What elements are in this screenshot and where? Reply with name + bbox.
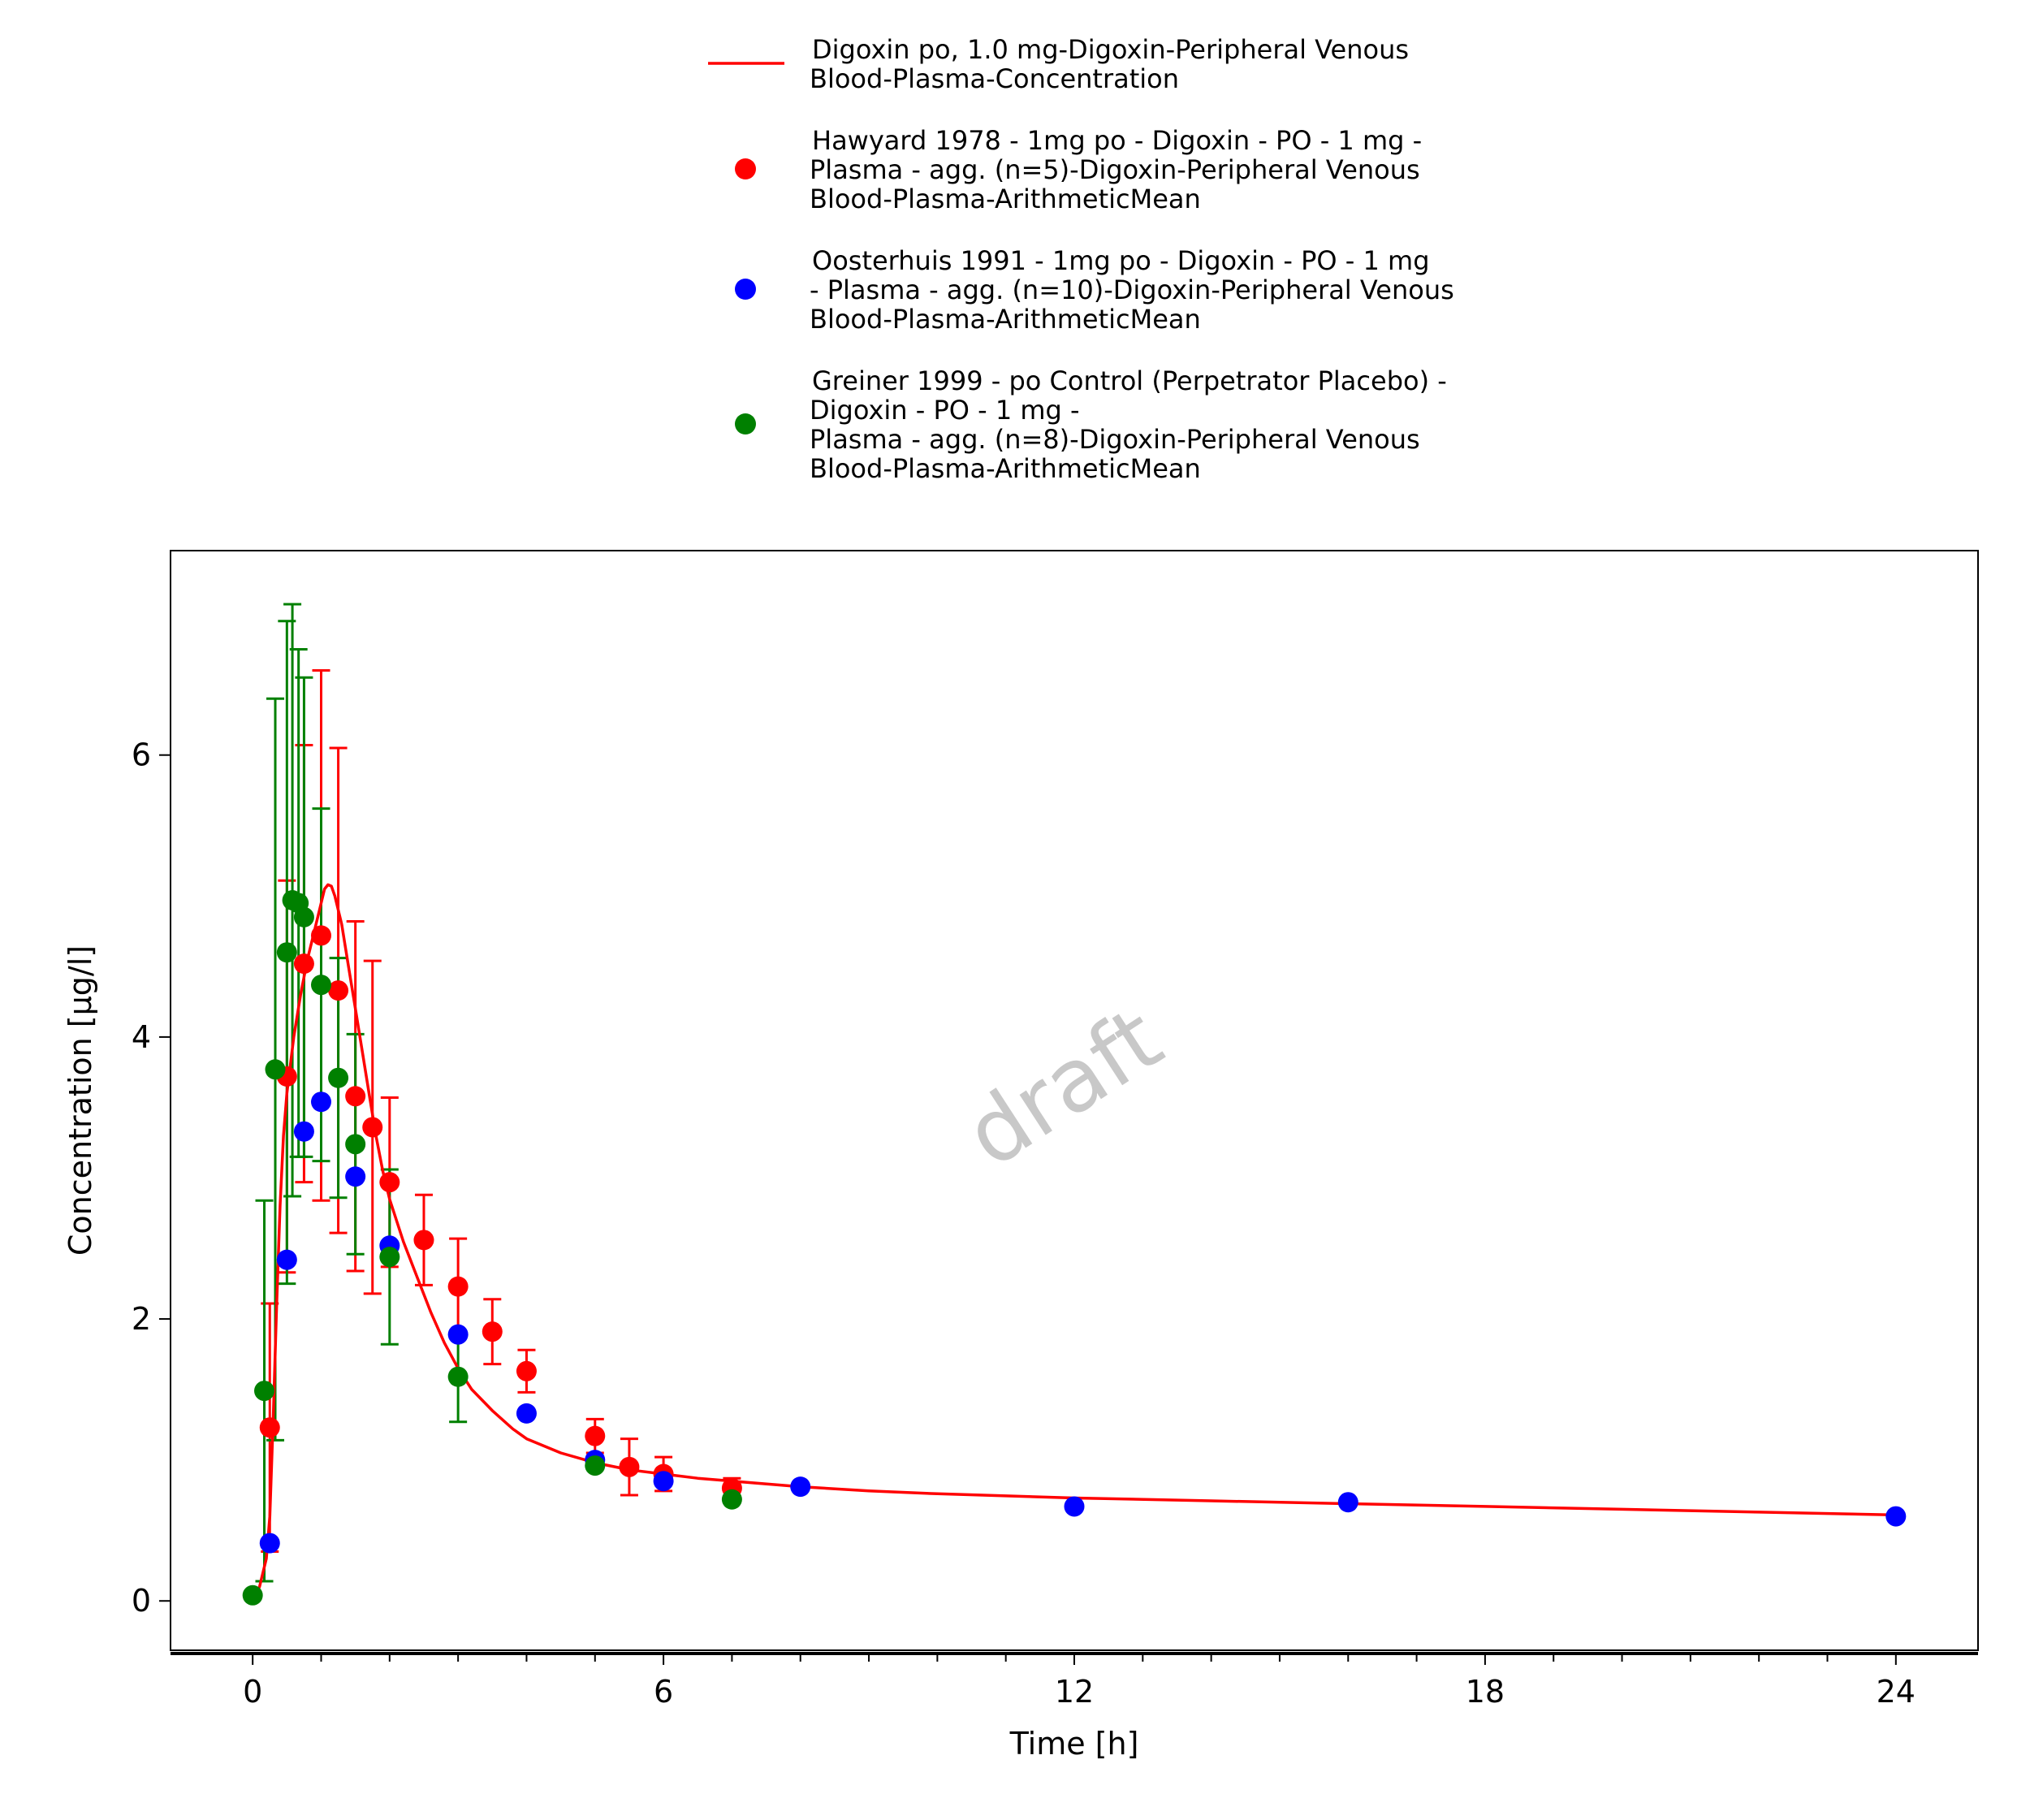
data-point — [259, 1417, 280, 1438]
data-point — [293, 1121, 314, 1142]
data-point — [311, 925, 331, 946]
legend-entry-text: Digoxin - PO - 1 mg - — [810, 395, 1080, 426]
legend-entry-text: Blood-Plasma-Concentration — [810, 63, 1179, 94]
y-tick-label: 2 — [132, 1301, 151, 1337]
watermark: draft — [948, 988, 1179, 1187]
x-tick-label: 6 — [654, 1674, 673, 1710]
legend-entry-text: - Plasma - agg. (n=10)-Digoxin-Periphera… — [810, 275, 1454, 305]
legend-entry-text: Oosterhuis 1991 - 1mg po - Digoxin - PO … — [812, 245, 1430, 276]
data-point — [345, 1134, 366, 1155]
legend-entry-text: Hawyard 1978 - 1mg po - Digoxin - PO - 1… — [812, 125, 1422, 156]
x-tick-label: 24 — [1877, 1674, 1916, 1710]
series-line — [251, 883, 1896, 1602]
data-point — [328, 980, 349, 1001]
data-point — [345, 1166, 366, 1187]
legend-entry-text: Greiner 1999 - po Control (Perpetrator P… — [812, 365, 1447, 396]
data-point — [653, 1471, 674, 1492]
data-point — [276, 942, 297, 963]
legend-entry-text: Blood-Plasma-ArithmeticMean — [810, 184, 1201, 214]
data-point — [293, 906, 314, 927]
y-axis-label: Concentration [µg/l] — [63, 945, 98, 1256]
data-point — [379, 1172, 400, 1193]
x-tick-label: 0 — [243, 1674, 262, 1710]
data-point — [242, 1584, 263, 1606]
data-point — [379, 1247, 400, 1268]
data-point — [447, 1324, 469, 1345]
legend-entry-text: Plasma - agg. (n=8)-Digoxin-Peripheral V… — [810, 424, 1420, 455]
legend-entry-text: Plasma - agg. (n=5)-Digoxin-Peripheral V… — [810, 154, 1420, 185]
data-point — [447, 1276, 469, 1297]
data-point — [259, 1533, 280, 1554]
plot-layer — [242, 603, 1907, 1606]
data-point — [482, 1321, 503, 1342]
legend-entry-text: Blood-Plasma-ArithmeticMean — [810, 304, 1201, 335]
legend-marker — [735, 279, 756, 300]
data-point — [516, 1360, 537, 1381]
data-point — [1064, 1496, 1085, 1517]
data-point — [1337, 1492, 1358, 1513]
data-point — [619, 1456, 640, 1477]
data-point — [447, 1366, 469, 1387]
data-point — [345, 1086, 366, 1107]
data-point — [516, 1403, 537, 1424]
legend-entry-text: Digoxin po, 1.0 mg-Digoxin-Peripheral Ve… — [812, 34, 1409, 65]
data-point — [254, 1381, 275, 1402]
data-point — [790, 1476, 811, 1498]
data-point — [362, 1117, 383, 1138]
data-point — [585, 1455, 606, 1476]
x-axis-label: Time [h] — [1009, 1726, 1139, 1762]
data-point — [265, 1059, 286, 1080]
data-point — [721, 1489, 742, 1510]
x-tick-label: 18 — [1466, 1674, 1505, 1710]
data-point — [328, 1067, 349, 1088]
data-point — [293, 953, 314, 975]
plot-frame — [170, 550, 1979, 1651]
legend-entry-text: Blood-Plasma-ArithmeticMean — [810, 453, 1201, 484]
data-point — [276, 1249, 297, 1270]
y-tick-label: 6 — [132, 737, 151, 773]
data-point — [413, 1230, 434, 1251]
data-point — [585, 1425, 606, 1446]
data-point — [1885, 1506, 1907, 1527]
legend-marker — [735, 158, 756, 179]
legend: Digoxin po, 1.0 mg-Digoxin-Peripheral Ve… — [708, 34, 1454, 484]
y-tick-label: 4 — [132, 1019, 151, 1055]
legend-marker — [735, 413, 756, 434]
data-point — [311, 975, 331, 996]
x-tick-label: 12 — [1055, 1674, 1094, 1710]
y-tick-label: 0 — [132, 1583, 151, 1619]
data-point — [311, 1092, 331, 1113]
